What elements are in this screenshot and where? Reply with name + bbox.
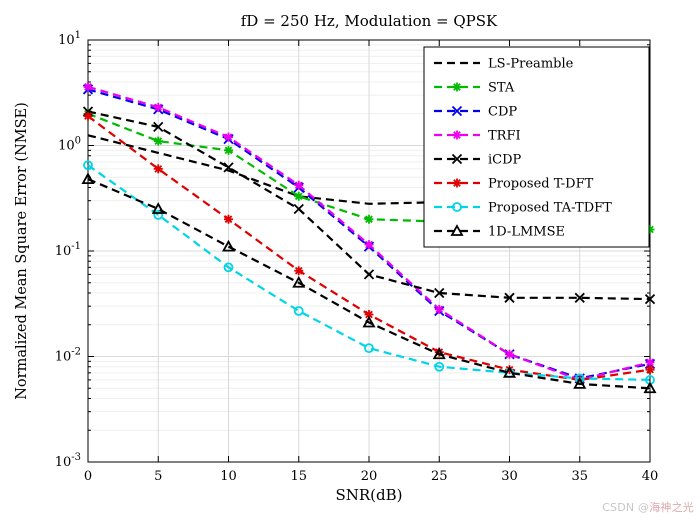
svg-text:iCDP: iCDP [488,153,522,168]
watermark: CSDN @海神之光 [602,499,694,515]
svg-text:LS-Preamble: LS-Preamble [488,57,574,72]
x-axis-label: SNR(dB) [335,486,403,504]
svg-text:0: 0 [84,469,92,484]
svg-text:35: 35 [571,469,588,484]
svg-text:CDP: CDP [488,105,517,120]
svg-text:20: 20 [361,469,378,484]
svg-text:10: 10 [220,469,237,484]
svg-text:10-1: 10-1 [55,241,81,259]
svg-text:101: 101 [58,30,81,48]
chart-title: fD = 250 Hz, Modulation = QPSK [240,12,498,30]
svg-text:Proposed T-DFT: Proposed T-DFT [488,177,594,192]
svg-text:10-3: 10-3 [55,452,81,470]
svg-text:TRFI: TRFI [488,129,521,144]
svg-text:Proposed TA-TDFT: Proposed TA-TDFT [488,201,612,216]
svg-text:40: 40 [642,469,659,484]
watermark-name: 海神之光 [649,501,694,514]
svg-text:10-2: 10-2 [55,347,81,365]
svg-text:STA: STA [488,81,515,96]
svg-text:15: 15 [290,469,307,484]
legend: LS-Preamble STA CDP TRFI iCDP Proposed T-DFT P… [423,46,650,248]
svg-text:100: 100 [58,136,81,154]
svg-text:30: 30 [501,469,518,484]
svg-text:25: 25 [431,469,448,484]
svg-text:1D-LMMSE: 1D-LMMSE [488,225,565,240]
watermark-prefix: CSDN @ [602,501,650,514]
y-axis-label: Normalized Mean Square Error (NMSE) [14,102,30,400]
svg-text:5: 5 [154,469,162,484]
